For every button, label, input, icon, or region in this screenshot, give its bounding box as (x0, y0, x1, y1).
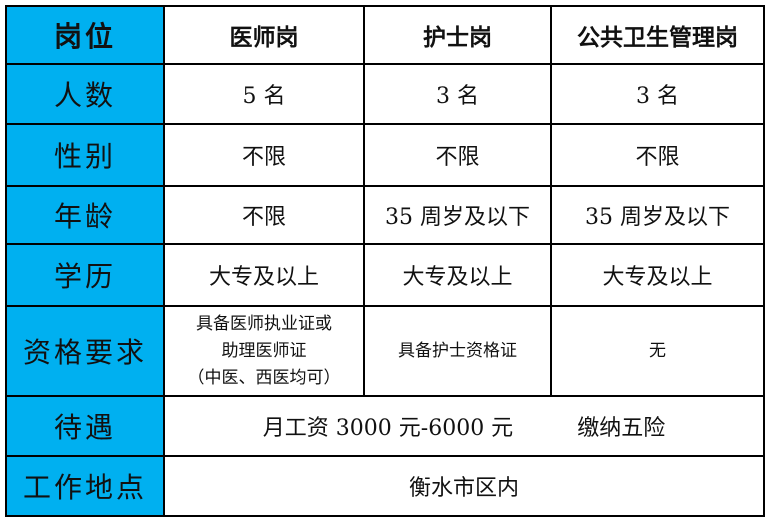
cell: 不限 (363, 123, 552, 187)
table-row: 人数 5 名 3 名 3 名 (5, 63, 765, 125)
row-label: 性别 (5, 123, 165, 187)
table-row: 性别 不限 不限 不限 (5, 123, 765, 187)
table-row: 学历 大专及以上 大专及以上 大专及以上 (5, 243, 765, 307)
cell: 35 周岁及以下 (550, 185, 765, 245)
cell: 35 周岁及以下 (363, 185, 552, 245)
header-public-health: 公共卫生管理岗 (550, 5, 765, 65)
qualification-row: 资格要求 具备医师执业证或 助理医师证 （中医、西医均可） 具备护士资格证 无 (5, 305, 765, 397)
table-row: 年龄 不限 35 周岁及以下 35 周岁及以下 (5, 185, 765, 245)
row-label: 人数 (5, 63, 165, 125)
benefits-cell: 月工资 3000 元-6000 元 缴纳五险 (163, 395, 765, 457)
header-label: 岗位 (5, 5, 165, 65)
row-label: 工作地点 (5, 455, 165, 517)
text-line: （中医、西医均可） (187, 367, 341, 388)
cell: 3 名 (363, 63, 552, 125)
row-label: 年龄 (5, 185, 165, 245)
cell: 大专及以上 (363, 243, 552, 307)
doctor-qualification: 具备医师执业证或 助理医师证 （中医、西医均可） (163, 305, 365, 397)
benefits-row: 待遇 月工资 3000 元-6000 元 缴纳五险 (5, 395, 765, 457)
job-positions-table: 岗位 医师岗 护士岗 公共卫生管理岗 人数 5 名 3 名 3 名 性别 不限 … (5, 5, 765, 517)
cell: 不限 (163, 123, 365, 187)
header-nurse: 护士岗 (363, 5, 552, 65)
cell: 5 名 (163, 63, 365, 125)
insurance-text: 缴纳五险 (577, 416, 666, 441)
text-line: 助理医师证 (221, 340, 307, 361)
cell: 大专及以上 (550, 243, 765, 307)
cell: 3 名 (550, 63, 765, 125)
cell: 不限 (550, 123, 765, 187)
location-cell: 衡水市区内 (163, 455, 765, 517)
row-label: 待遇 (5, 395, 165, 457)
public-health-qualification: 无 (550, 305, 765, 397)
nurse-qualification: 具备护士资格证 (363, 305, 552, 397)
cell: 大专及以上 (163, 243, 365, 307)
header-doctor: 医师岗 (163, 5, 365, 65)
text-line: 具备医师执业证或 (196, 313, 332, 334)
header-row: 岗位 医师岗 护士岗 公共卫生管理岗 (5, 5, 765, 65)
row-label: 资格要求 (5, 305, 165, 397)
salary-text: 月工资 3000 元-6000 元 (262, 416, 514, 441)
cell: 不限 (163, 185, 365, 245)
location-row: 工作地点 衡水市区内 (5, 455, 765, 517)
row-label: 学历 (5, 243, 165, 307)
